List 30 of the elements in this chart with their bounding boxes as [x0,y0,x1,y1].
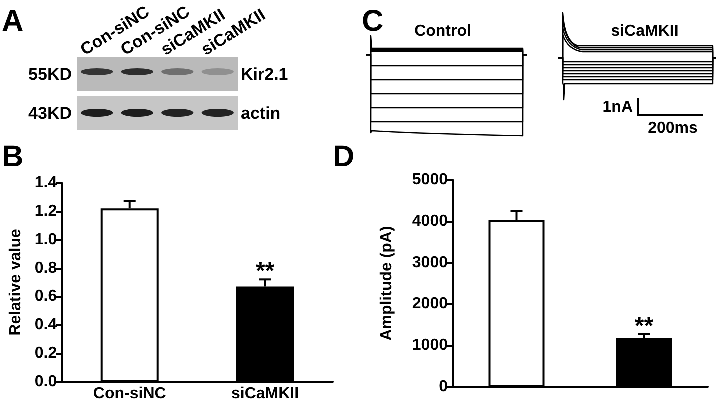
y-tick-label: 1.4 [34,174,58,192]
y-axis-title: Relative value [8,229,24,336]
y-tick-label: 0.4 [34,316,58,334]
y-tick-label: 1000 [412,337,448,354]
category-label: Kir2.1 [241,65,288,84]
category-label: 43KD [28,104,72,123]
annotation: ** [256,258,276,286]
text: 200ms [648,120,698,137]
chart-title: B [2,140,24,174]
y-tick-label: 0.0 [34,374,58,390]
y-tick-label: 1.0 [34,231,58,248]
category-label: actin [241,104,281,123]
text: A [2,5,24,38]
y-axis-title: Amplitude (pA) [378,226,396,341]
y-tick-label: 0.6 [34,288,58,306]
annotation: ** [634,312,654,340]
y-tick-label: 0.2 [34,345,58,362]
category-label: Control [414,23,472,40]
category-label: siCaMKII [611,23,679,40]
y-tick-label: 3000 [412,254,448,272]
text: C [362,5,384,38]
y-tick-label: 0 [439,378,448,396]
y-tick-label: 2000 [412,296,448,313]
y-tick-label: 0.8 [34,260,58,277]
chart-title: D [333,140,355,174]
y-tick-label: 1.2 [34,202,58,220]
text: 1nA [602,99,634,116]
category-label: 55KD [28,65,72,84]
y-tick-label: 4000 [412,212,448,230]
y-tick-label: 5000 [412,172,448,188]
